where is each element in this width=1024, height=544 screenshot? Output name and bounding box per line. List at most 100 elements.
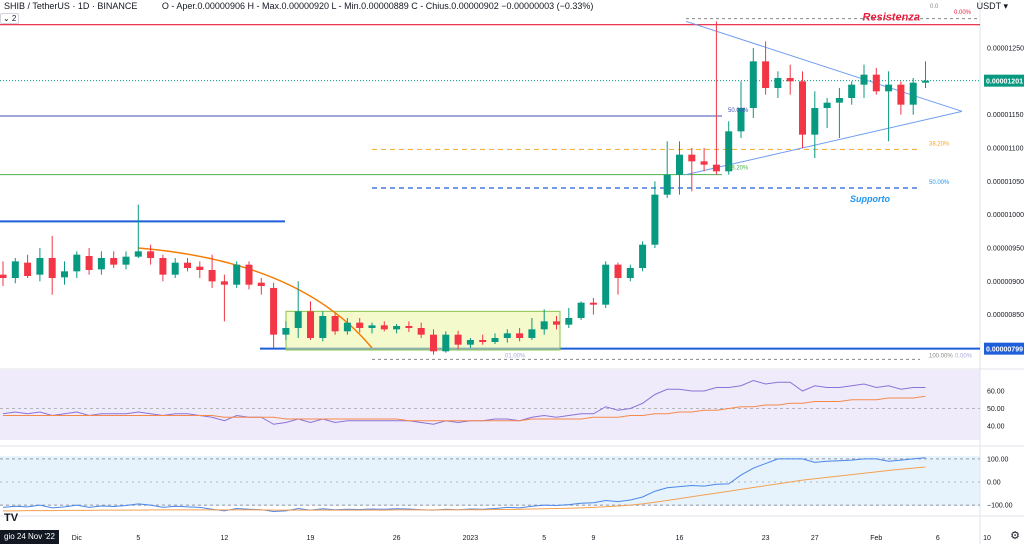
candle-body (294, 311, 302, 328)
cci-ma-line (3, 466, 926, 512)
support-price-tag: 0.00000799 (986, 347, 1023, 354)
x-tick-label: 5 (542, 535, 546, 542)
settings-gear-icon[interactable]: ⚙ (1010, 530, 1020, 542)
x-tick-label: Feb (870, 535, 882, 542)
candle-body (872, 74, 880, 92)
candle-body (11, 261, 19, 278)
candle-body (565, 318, 573, 325)
cci-tick-label: 0.00 (987, 480, 1001, 487)
rounding-top-arc (138, 247, 373, 349)
y-tick-label: 0.00001100 (987, 146, 1024, 153)
candle-body (134, 251, 142, 257)
y-tick-label: 0.00000900 (987, 279, 1024, 286)
candle-body (651, 194, 659, 245)
candle-body (442, 334, 450, 352)
triangle-upper (685, 20, 963, 112)
fib-50-label-b: 50.00% (929, 180, 950, 186)
y-tick-label: 0.00001150 (987, 112, 1024, 119)
candle-body (577, 302, 585, 318)
x-tick-label: 6 (936, 535, 940, 542)
candle-body (356, 322, 364, 328)
indicator-badge[interactable]: ⌄ 2 (0, 13, 20, 24)
candle-body (147, 251, 155, 258)
candle-body (97, 258, 105, 270)
candle-body (110, 258, 118, 265)
candle-body (380, 325, 388, 330)
candle-body (540, 321, 548, 330)
candle-body (208, 270, 216, 282)
fib-50-label-a: 50.00% (728, 108, 749, 114)
fib-top-pct-label: 0.00% (954, 10, 972, 16)
candle-body (0, 274, 7, 278)
rsi-line (2, 379, 926, 425)
candle-body (491, 338, 499, 342)
candle-body (270, 288, 278, 335)
candle-body (823, 102, 831, 108)
symbol-title[interactable]: SHIB / TetherUS · 1D · BINANCE (4, 1, 138, 11)
candle-body (688, 154, 696, 162)
fib-382-label-a: 38.20% (728, 166, 749, 172)
tradingview-logo: TV (4, 512, 19, 524)
candle-body (257, 282, 265, 286)
x-tick-label: 2023 (463, 535, 479, 542)
candle-body (799, 81, 806, 135)
x-tick-label: 19 (307, 535, 315, 542)
candle-body (553, 321, 560, 325)
candle-body (393, 326, 401, 330)
candle-body (589, 302, 597, 305)
candle-body (848, 84, 856, 98)
candle-body (454, 334, 462, 345)
candle-body (528, 329, 536, 338)
resistance-label: Resistenza (863, 12, 920, 24)
candle-body (220, 281, 228, 285)
x-tick-label: Dic (72, 535, 83, 542)
y-tick-label: 0.00001000 (987, 212, 1024, 219)
candle-body (331, 316, 339, 332)
candle-body (885, 84, 893, 92)
fib-100-label: 100.00% (929, 353, 953, 359)
currency-select[interactable]: USDT ▾ (976, 1, 1008, 11)
chart-header: SHIB / TetherUS · 1D · BINANCE O - Aper.… (4, 1, 593, 11)
candle-body (343, 322, 351, 332)
candle-body (762, 61, 770, 88)
candle-body (737, 108, 745, 132)
current-price-tag: 0.00001201 (986, 79, 1023, 86)
candle-body (61, 271, 68, 278)
cci-tick-label: −100.00 (987, 503, 1013, 510)
candle-body (73, 254, 81, 272)
candle-body (196, 266, 204, 270)
current-price-tag-bg (984, 74, 1024, 87)
candle-body (626, 268, 634, 278)
x-tick-label: 26 (393, 535, 401, 542)
ohlc-legend: O - Aper.0.00000906 H - Max.0.00000920 L… (161, 1, 594, 11)
candle-body (614, 264, 622, 278)
candle-body (639, 244, 647, 268)
x-tick-label: 9 (591, 535, 595, 542)
candle-body (85, 256, 93, 270)
y-tick-label: 0.00001250 (987, 46, 1024, 53)
fib-top-label: 0.0 (930, 4, 939, 10)
rsi-tick-label: 40.00 (987, 424, 1005, 431)
x-tick-label: 5 (136, 535, 140, 542)
rsi-band (0, 370, 980, 440)
y-tick-label: 0.00000950 (987, 246, 1024, 253)
candle-body (159, 258, 167, 275)
cci-band (0, 456, 980, 506)
candle-body (430, 334, 437, 352)
candle-body (860, 74, 868, 85)
candle-body (48, 258, 56, 278)
candle-body (811, 108, 819, 135)
fib-100-label-c: 01.00% (505, 353, 526, 359)
x-tick-label: 10 (983, 535, 991, 542)
fib-382-label-b: 38.20% (929, 141, 950, 147)
fib-100-label-b: 0.00% (955, 353, 973, 359)
candle-body (712, 164, 720, 172)
candle-body (24, 262, 32, 276)
candle-body (786, 78, 794, 82)
x-tick-label: 27 (811, 535, 819, 542)
candle-body (774, 78, 782, 88)
candle-body (405, 326, 413, 328)
candle-body (184, 262, 191, 268)
crosshair-date-label: gio 24 Nov '22 (0, 530, 59, 544)
